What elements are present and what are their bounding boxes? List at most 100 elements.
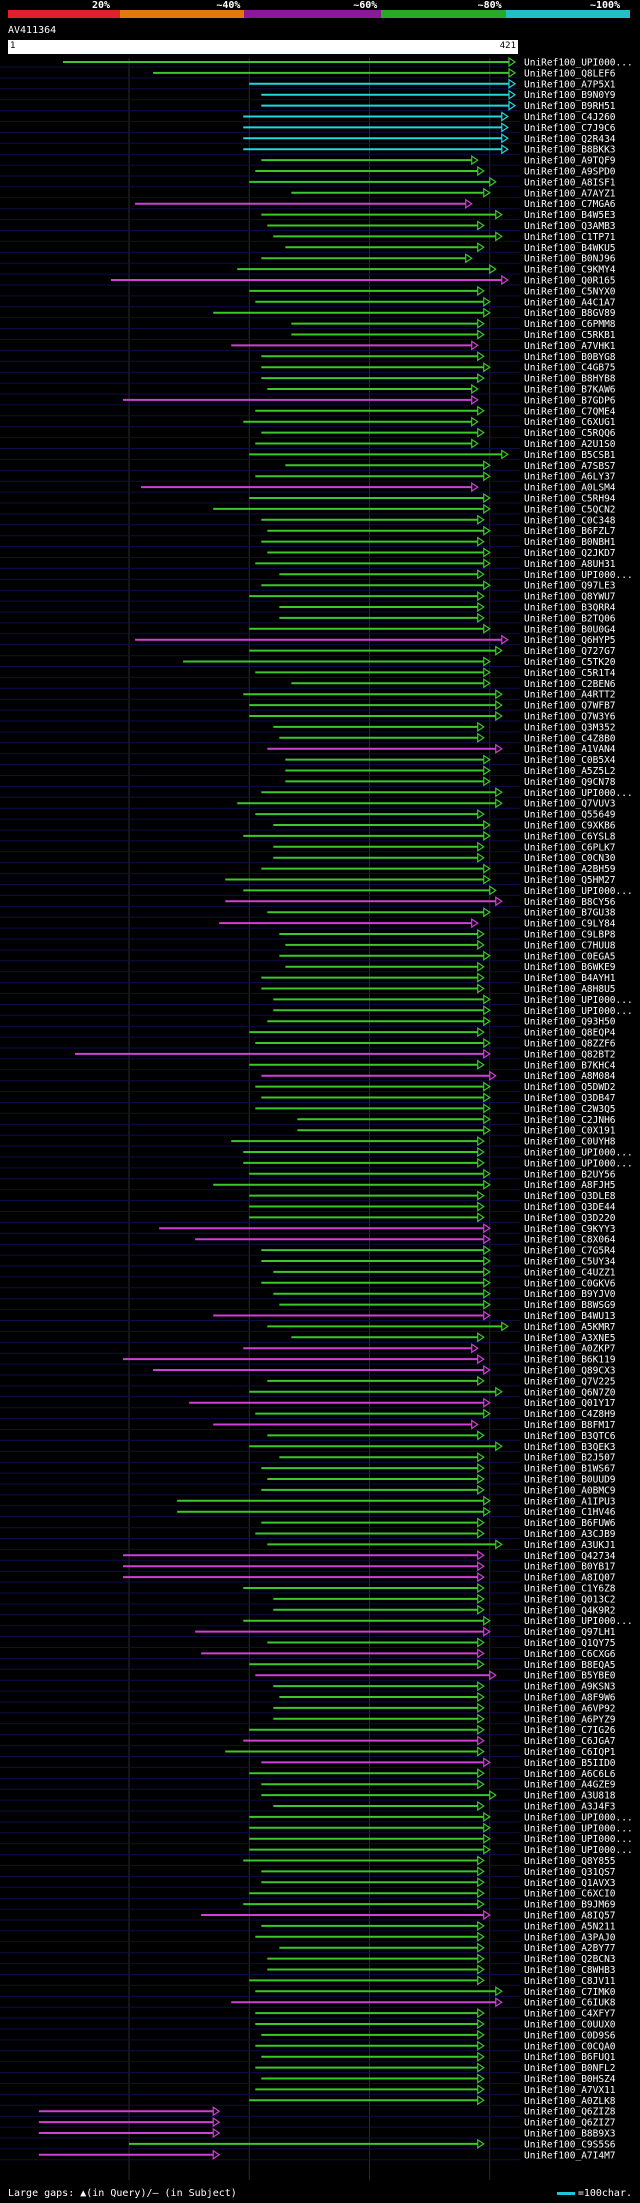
hit-name[interactable]: UniRef100_Q2R434 — [524, 134, 616, 145]
hit-row[interactable]: UniRef100_Q3DB47 — [0, 1092, 616, 1104]
hit-row[interactable]: UniRef100_Q01Y17 — [0, 1397, 616, 1409]
hit-name[interactable]: UniRef100_C4XFY7 — [524, 2009, 616, 2020]
hit-row[interactable]: UniRef100_B7KHC4 — [0, 1059, 616, 1071]
hit-name[interactable]: UniRef100_C6PLK7 — [524, 842, 616, 853]
hit-name[interactable]: UniRef100_A8FJH5 — [524, 1180, 616, 1191]
hit-row[interactable]: UniRef100_C5QCN2 — [0, 503, 616, 515]
hit-name[interactable]: UniRef100_A3J4F3 — [524, 1802, 616, 1813]
hit-row[interactable]: UniRef100_Q3DE44 — [0, 1201, 616, 1213]
hit-name[interactable]: UniRef100_C5RQQ6 — [524, 428, 616, 439]
hit-row[interactable]: UniRef100_C8WHB3 — [0, 1964, 616, 1976]
hit-row[interactable]: UniRef100_B0YB17 — [0, 1561, 616, 1573]
hit-row[interactable]: UniRef100_C8X064 — [0, 1234, 616, 1246]
hit-row[interactable]: UniRef100_B8FM17 — [0, 1419, 616, 1431]
hit-name[interactable]: UniRef100_A2U1S0 — [524, 439, 616, 450]
hit-row[interactable]: UniRef100_Q6ZIZ8 — [0, 2106, 616, 2118]
hit-row[interactable]: UniRef100_B8GV89 — [0, 307, 616, 319]
hit-name[interactable]: UniRef100_B7KAW6 — [524, 385, 616, 396]
hit-row[interactable]: UniRef100_B7GDP6 — [0, 394, 616, 406]
hit-name[interactable]: UniRef100_C9XKB6 — [524, 821, 616, 832]
hit-row[interactable]: UniRef100_C8JV11 — [0, 1975, 616, 1987]
hit-row[interactable]: UniRef100_B8WSG9 — [0, 1299, 616, 1311]
hit-name[interactable]: UniRef100_A3U818 — [524, 1791, 616, 1802]
hit-name[interactable]: UniRef100_C2W3Q5 — [524, 1104, 616, 1115]
hit-name[interactable]: UniRef100_A9KSN3 — [524, 1682, 616, 1693]
hit-name[interactable]: UniRef100_A6PYZ9 — [524, 1714, 616, 1725]
hit-row[interactable]: UniRef100_C9KMY4 — [0, 263, 616, 276]
hit-row[interactable]: UniRef100_C4Z8H9 — [0, 1408, 616, 1420]
hit-name[interactable]: UniRef100_C0UUX0 — [524, 2020, 616, 2031]
hit-name[interactable]: UniRef100_A8M084 — [524, 1071, 616, 1082]
hit-name[interactable]: UniRef100_C7QME4 — [524, 406, 616, 417]
hit-name[interactable]: UniRef100_B7GU38 — [524, 908, 616, 919]
hit-row[interactable]: UniRef100_Q727G7 — [0, 645, 616, 657]
hit-name[interactable]: UniRef100_Q3DLE8 — [524, 1191, 616, 1202]
hit-row[interactable]: UniRef100_B8BKK3 — [0, 144, 616, 156]
hit-name[interactable]: UniRef100_A6C6L6 — [524, 1769, 616, 1780]
hit-row[interactable]: UniRef100_A1VAN4 — [0, 743, 616, 755]
hit-row[interactable]: UniRef100_A5Z5L2 — [0, 765, 616, 777]
hit-name[interactable]: UniRef100_C8JV11 — [524, 1976, 616, 1987]
hit-name[interactable]: UniRef100_C1TP71 — [524, 232, 616, 243]
hit-row[interactable]: UniRef100_C2W3Q5 — [0, 1103, 616, 1115]
hit-row[interactable]: UniRef100_B5IID0 — [0, 1757, 616, 1769]
hit-name[interactable]: UniRef100_B8WSG9 — [524, 1300, 616, 1311]
hit-name[interactable]: UniRef100_A6LY37 — [524, 472, 616, 483]
hit-row[interactable]: UniRef100_C7IMK0 — [0, 1986, 616, 1998]
hit-name[interactable]: UniRef100_UPI000... — [524, 788, 633, 799]
hit-row[interactable]: UniRef100_A6VP92 — [0, 1702, 616, 1714]
hit-row[interactable]: UniRef100_C4XFY7 — [0, 2007, 616, 2020]
hit-name[interactable]: UniRef100_B8B9X3 — [524, 2129, 616, 2140]
hit-name[interactable]: UniRef100_UPI000... — [524, 1812, 633, 1823]
hit-name[interactable]: UniRef100_C5R1T4 — [524, 668, 616, 679]
hit-name[interactable]: UniRef100_C5RH94 — [524, 494, 616, 505]
hit-row[interactable]: UniRef100_Q9CN78 — [0, 776, 616, 788]
hit-row[interactable]: UniRef100_Q7VUV3 — [0, 798, 616, 810]
hit-row[interactable]: UniRef100_C4GB75 — [0, 362, 616, 374]
hit-name[interactable]: UniRef100_Q2BCN3 — [524, 1954, 616, 1965]
hit-row[interactable]: UniRef100_A2U1S0 — [0, 438, 616, 450]
hit-row[interactable]: UniRef100_UPI000... — [0, 569, 633, 581]
hit-name[interactable]: UniRef100_A7VHK1 — [524, 341, 616, 352]
hit-row[interactable]: UniRef100_C5UY34 — [0, 1255, 616, 1268]
hit-row[interactable]: UniRef100_B4WU13 — [0, 1310, 616, 1322]
hit-name[interactable]: UniRef100_Q8Y855 — [524, 1856, 616, 1867]
hit-name[interactable]: UniRef100_B8BKK3 — [524, 145, 616, 156]
hit-name[interactable]: UniRef100_UPI000... — [524, 1616, 633, 1627]
hit-row[interactable]: UniRef100_B4W5E3 — [0, 209, 616, 221]
hit-row[interactable]: UniRef100_A6C6L6 — [0, 1768, 616, 1780]
hit-row[interactable]: UniRef100_C2JNH6 — [0, 1114, 616, 1126]
hit-row[interactable]: UniRef100_B0U0G4 — [0, 623, 616, 635]
hit-name[interactable]: UniRef100_C0GKV6 — [524, 1278, 616, 1289]
hit-row[interactable]: UniRef100_B6FZL7 — [0, 525, 616, 537]
hit-name[interactable]: UniRef100_C0B5X4 — [524, 755, 616, 766]
hit-name[interactable]: UniRef100_UPI000... — [524, 1845, 633, 1856]
hit-name[interactable]: UniRef100_B7KHC4 — [524, 1060, 616, 1071]
hit-name[interactable]: UniRef100_C6PMM8 — [524, 319, 616, 330]
hit-name[interactable]: UniRef100_A4RTT2 — [524, 690, 616, 701]
hit-name[interactable]: UniRef100_C8X064 — [524, 1235, 616, 1246]
hit-row[interactable]: UniRef100_A3XNE5 — [0, 1332, 616, 1344]
hit-name[interactable]: UniRef100_Q7WFB7 — [524, 701, 616, 712]
hit-row[interactable]: UniRef100_B3QEK3 — [0, 1441, 616, 1453]
hit-row[interactable]: UniRef100_A3J4F3 — [0, 1800, 616, 1813]
hit-name[interactable]: UniRef100_B0U0G4 — [524, 624, 616, 635]
hit-name[interactable]: UniRef100_UPI000... — [524, 1158, 633, 1169]
hit-row[interactable]: UniRef100_C6XUG1 — [0, 416, 616, 428]
hit-row[interactable]: UniRef100_A2BH59 — [0, 863, 616, 875]
hit-name[interactable]: UniRef100_C0EGA5 — [524, 951, 616, 962]
hit-name[interactable]: UniRef100_A7VX11 — [524, 2085, 616, 2096]
hit-row[interactable]: UniRef100_B0BYG8 — [0, 351, 616, 363]
hit-row[interactable]: UniRef100_A8FJH5 — [0, 1179, 616, 1191]
hit-name[interactable]: UniRef100_B8EQA5 — [524, 1660, 616, 1671]
hit-row[interactable]: UniRef100_C0B5X4 — [0, 754, 616, 766]
hit-row[interactable]: UniRef100_B6FUW6 — [0, 1517, 616, 1529]
hit-row[interactable]: UniRef100_A4GZE9 — [0, 1779, 616, 1791]
hit-name[interactable]: UniRef100_Q0R165 — [524, 276, 616, 287]
hit-row[interactable]: UniRef100_Q8YWU7 — [0, 590, 616, 603]
hit-row[interactable]: UniRef100_A0ZLK8 — [0, 2095, 616, 2107]
hit-row[interactable]: UniRef100_Q0R165 — [0, 274, 616, 287]
hit-name[interactable]: UniRef100_B3QEK3 — [524, 1442, 616, 1453]
hit-row[interactable]: UniRef100_B9RH51 — [0, 100, 616, 112]
hit-row[interactable]: UniRef100_C7QME4 — [0, 405, 616, 417]
